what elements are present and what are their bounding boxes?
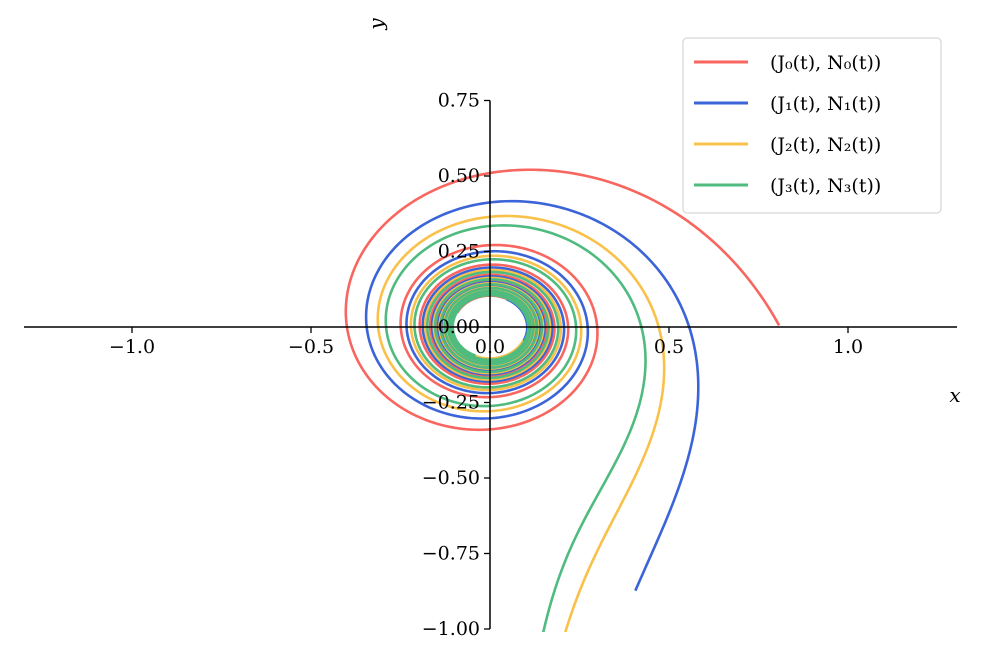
legend-label: (J₁(t), N₁(t)): [770, 93, 881, 115]
y-tick-label: 0.00: [438, 316, 480, 338]
legend: (J₀(t), N₀(t)) (J₁(t), N₁(t)) (J₂(t), N₂(t…: [682, 37, 942, 214]
y-axis-label: y: [364, 18, 388, 31]
legend-box: [682, 37, 942, 214]
series-line-order-3: [384, 224, 647, 632]
x-tick-label: 1.0: [833, 336, 863, 358]
y-tick-label: 0.50: [438, 165, 480, 187]
legend-label: (J₀(t), N₀(t)): [770, 52, 881, 74]
legend-label: (J₂(t), N₂(t)): [770, 134, 881, 156]
y-tick-label: −0.75: [422, 543, 480, 565]
curves-group: [344, 168, 781, 632]
y-tick-label: 0.75: [438, 90, 480, 112]
x-tick-label: 0.0: [475, 336, 505, 358]
x-tick-label: 0.5: [654, 336, 684, 358]
y-tick-label: 0.25: [438, 241, 480, 263]
y-tick-label: −1.00: [422, 618, 480, 640]
y-tick-label: −0.50: [422, 467, 480, 489]
legend-label: (J₃(t), N₃(t)): [770, 175, 881, 197]
x-axis-label: x: [949, 383, 960, 407]
ticks-group: −1.0 −0.5 0.0 0.5 1.0 −1.00 −0.75 −0.50 −0.25 0.0…: [109, 90, 863, 641]
y-tick-label: −0.25: [422, 392, 480, 414]
x-tick-label: −1.0: [109, 336, 155, 358]
x-tick-label: −0.5: [288, 336, 334, 358]
